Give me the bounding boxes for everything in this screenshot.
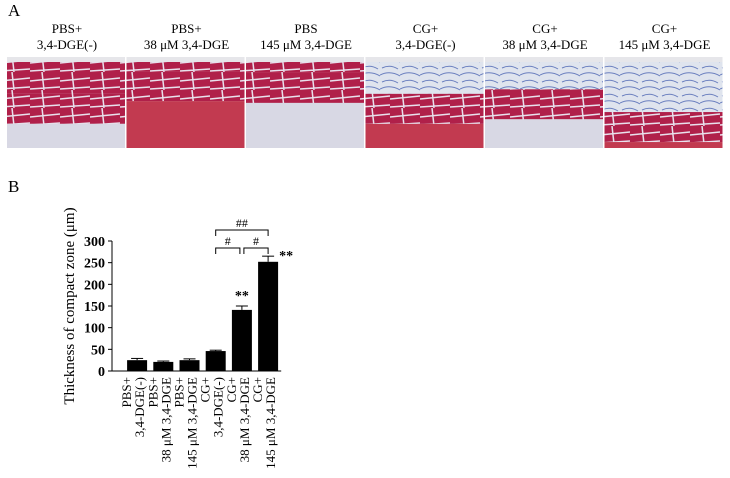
image-caption: CG+ bbox=[413, 21, 438, 36]
bar bbox=[231, 309, 252, 371]
error-bar bbox=[157, 360, 170, 362]
significance-star: ** bbox=[279, 249, 293, 264]
image-caption: 3,4-DGE(-) bbox=[395, 37, 455, 52]
bar bbox=[179, 360, 200, 371]
significance-star: ** bbox=[235, 289, 249, 304]
micrograph bbox=[246, 57, 364, 148]
tissue-top bbox=[7, 62, 125, 94]
tissue-deep bbox=[126, 101, 245, 148]
tissue-deep bbox=[365, 123, 484, 148]
tissue-deep bbox=[246, 102, 364, 148]
error-bar bbox=[131, 357, 144, 361]
y-tick-label: 200 bbox=[84, 278, 105, 293]
image-caption: 38 μM 3,4-DGE bbox=[502, 37, 587, 52]
tissue-top bbox=[126, 62, 245, 72]
y-tick-label: 50 bbox=[91, 343, 105, 358]
tissue-muscle bbox=[365, 93, 484, 124]
tissue-muscle bbox=[246, 72, 364, 103]
x-tick-label-line: 145 μM 3,4-DGE bbox=[185, 377, 200, 469]
significance-label: ## bbox=[236, 216, 248, 230]
significance-bracket bbox=[215, 229, 269, 236]
micrograph bbox=[7, 57, 125, 148]
x-tick-label-line: CG+ bbox=[198, 377, 213, 402]
significance-label: # bbox=[253, 234, 259, 248]
error-bar bbox=[235, 305, 248, 310]
micrograph bbox=[485, 57, 603, 148]
x-tick-label-line: PBS+ bbox=[172, 377, 187, 407]
x-tick-label-line: PBS+ bbox=[119, 377, 134, 407]
tissue-top bbox=[604, 62, 723, 113]
image-caption: 3,4-DGE(-) bbox=[37, 37, 97, 52]
bar bbox=[127, 360, 148, 371]
micrograph bbox=[365, 57, 484, 148]
tissue-top bbox=[365, 62, 484, 94]
image-caption: CG+ bbox=[652, 21, 677, 36]
tissue-deep bbox=[7, 123, 125, 148]
y-tick-label: 0 bbox=[98, 365, 105, 380]
y-tick-label: 150 bbox=[84, 300, 105, 315]
bar bbox=[205, 351, 226, 371]
x-tick-label-line: CG+ bbox=[224, 377, 239, 402]
tissue-muscle bbox=[604, 112, 723, 143]
x-tick-label: PBS+38 μM 3,4-DGE bbox=[145, 377, 173, 462]
image-caption: CG+ bbox=[532, 21, 557, 36]
x-tick-label-line: 145 μM 3,4-DGE bbox=[263, 377, 278, 469]
micrograph bbox=[604, 57, 723, 148]
panel-label: A bbox=[8, 1, 21, 20]
tissue-muscle bbox=[7, 93, 125, 124]
tissue-muscle bbox=[485, 89, 603, 120]
tissue-top bbox=[485, 62, 603, 90]
significance-bracket bbox=[243, 247, 269, 254]
significance-label: # bbox=[225, 234, 231, 248]
panel-label: B bbox=[8, 177, 19, 196]
y-tick-label: 300 bbox=[84, 235, 105, 250]
tissue-deep bbox=[485, 119, 603, 148]
x-tick-label-line: 38 μM 3,4-DGE bbox=[237, 377, 252, 462]
chart: 0 50 100 150 200 250 300 Thickness of compact z… bbox=[62, 207, 293, 468]
image-caption: PBS+ bbox=[171, 21, 201, 36]
x-tick-label: CG+38 μM 3,4-DGE bbox=[224, 377, 252, 462]
x-tick-label-line: CG+ bbox=[250, 377, 265, 402]
image-caption: 145 μM 3,4-DGE bbox=[260, 37, 352, 52]
bar bbox=[153, 361, 174, 371]
x-tick-label-line: 3,4-DGE(-) bbox=[132, 377, 147, 437]
y-axis-label: Thickness of compact zone (μm) bbox=[62, 207, 78, 404]
significance-bracket bbox=[215, 247, 241, 254]
x-tick-label: PBS+3,4-DGE(-) bbox=[119, 377, 147, 437]
x-tick-label: CG+145 μM 3,4-DGE bbox=[250, 377, 278, 469]
tissue-top bbox=[246, 62, 364, 73]
x-tick-label: PBS+145 μM 3,4-DGE bbox=[172, 377, 200, 469]
image-caption: 145 μM 3,4-DGE bbox=[619, 37, 711, 52]
y-tick-label: 100 bbox=[84, 322, 105, 337]
x-tick-label: CG+3,4-DGE(-) bbox=[198, 377, 226, 437]
x-tick-label-line: PBS+ bbox=[145, 377, 160, 407]
tissue-muscle bbox=[126, 71, 245, 102]
error-bar bbox=[183, 358, 196, 361]
micrograph bbox=[126, 57, 245, 148]
tissue-deep bbox=[604, 142, 723, 148]
bar bbox=[258, 261, 279, 371]
error-bar bbox=[209, 349, 222, 352]
image-caption: 38 μM 3,4-DGE bbox=[144, 37, 229, 52]
image-caption: PBS+ bbox=[52, 21, 82, 36]
y-tick-label: 250 bbox=[84, 257, 105, 272]
error-bar bbox=[262, 255, 275, 262]
x-tick-label-line: 38 μM 3,4-DGE bbox=[158, 377, 173, 462]
x-tick-label-line: 3,4-DGE(-) bbox=[211, 377, 226, 437]
image-caption: PBS bbox=[294, 21, 317, 36]
